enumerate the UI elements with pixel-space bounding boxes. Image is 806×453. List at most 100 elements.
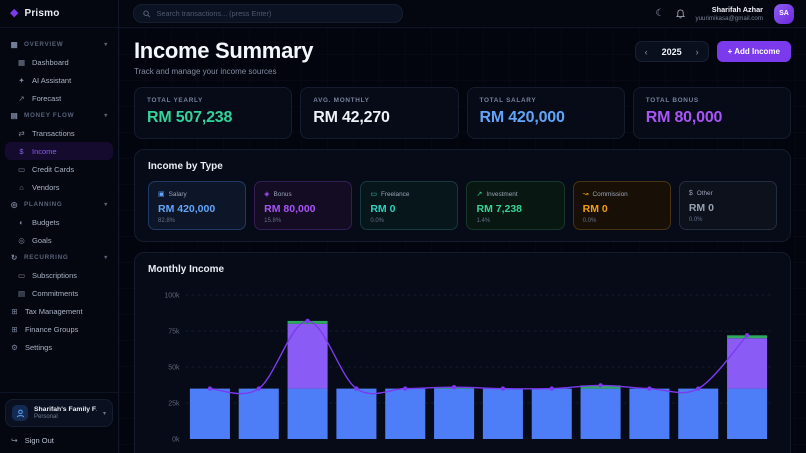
income-type-card-bonus: ◈ Bonus RM 80,000 15.8% <box>254 181 353 230</box>
income-type-head: ↗ Investment <box>476 190 554 199</box>
nav-label: Goals <box>32 235 52 245</box>
stat-card-total-salary: TOTAL SALARY RM 420,000 <box>466 87 625 139</box>
prev-year-button[interactable]: ‹ <box>644 46 648 57</box>
total-point-nov <box>696 386 701 391</box>
sidebar-item-subscriptions[interactable]: ▭ Subscriptions <box>5 266 113 284</box>
income-type-value: RM 0 <box>370 203 396 215</box>
sidebar-section-recurring[interactable]: ↻ RECURRING ▾ <box>5 249 113 266</box>
sidebar-item-forecast[interactable]: ↗ Forecast <box>5 89 113 107</box>
finance-groups-icon: ⊞ <box>11 324 18 334</box>
income-type-head: ▣ Salary <box>158 190 236 199</box>
income-type-percent: 0.0% <box>582 218 597 224</box>
dashboard-icon: ▦ <box>17 57 26 67</box>
search-input[interactable] <box>156 9 393 18</box>
app-logo: ◆ Prismo <box>0 0 118 28</box>
credit-cards-icon: ▭ <box>17 164 26 174</box>
year-pager: ‹ 2025 › <box>634 41 709 62</box>
user-avatar[interactable]: SA <box>774 3 794 24</box>
total-point-jan <box>207 386 213 391</box>
y-axis-tick: 100k <box>164 293 180 300</box>
sidebar-section-planning[interactable]: ◎ PLANNING ▾ <box>5 196 113 213</box>
total-point-oct <box>647 386 652 391</box>
bar-mar-bonus <box>287 323 328 389</box>
nav-label: Forecast <box>32 93 62 103</box>
forecast-icon: ↗ <box>18 93 25 103</box>
stat-label: AVG. MONTHLY <box>313 97 370 104</box>
workspace-type: Personal <box>34 414 58 420</box>
sidebar-item-dashboard[interactable]: ▦ Dashboard <box>5 53 113 71</box>
income-type-value: RM 0 <box>582 203 608 215</box>
stat-card-total-yearly: TOTAL YEARLY RM 507,238 <box>134 87 293 139</box>
income-type-value: RM 420,000 <box>158 203 216 215</box>
add-income-button[interactable]: + Add Income <box>716 41 791 62</box>
stat-card-total-bonus: TOTAL BONUS RM 80,000 <box>632 87 791 139</box>
overview-icon: ▦ <box>10 40 19 49</box>
notifications-bell-icon[interactable] <box>675 8 685 19</box>
sidebar-item-commitments[interactable]: ▤ Commitments <box>5 284 113 302</box>
monthly-income-title: Monthly Income <box>148 264 225 275</box>
stat-value: RM 80,000 <box>645 109 723 126</box>
laptop-icon: ▭ <box>370 191 377 198</box>
bar-jul-salary <box>482 388 523 439</box>
income-type-percent: 82.8% <box>158 218 176 224</box>
sign-out-button[interactable]: ↪ Sign Out <box>5 427 113 445</box>
income-type-label: Salary <box>168 190 187 198</box>
sign-out-icon: ↪ <box>11 436 18 445</box>
nav-label: Finance Groups <box>25 324 79 334</box>
sidebar-item-tax-management[interactable]: ⊞ Tax Management <box>5 302 113 320</box>
total-point-may <box>403 386 408 391</box>
theme-toggle-moon-icon[interactable]: ☾ <box>655 7 665 19</box>
stat-label: TOTAL BONUS <box>645 97 699 104</box>
page-header-text: Income Summary Track and manage your inc… <box>134 38 314 76</box>
income-type-value: RM 80,000 <box>264 203 316 215</box>
sidebar-item-vendors[interactable]: ⌂ Vendors <box>5 178 113 196</box>
bar-jan-salary <box>189 388 230 439</box>
sidebar-section-overview[interactable]: ▦ OVERVIEW ▾ <box>5 36 113 53</box>
workspace-avatar <box>12 405 28 421</box>
briefcase-icon: ▣ <box>158 191 165 198</box>
income-type-head: ▭ Freelance <box>370 190 448 199</box>
stat-value: RM 507,238 <box>147 109 233 126</box>
income-type-percent: 0.0% <box>370 218 385 224</box>
sidebar-item-settings[interactable]: ⚙ Settings <box>5 338 113 356</box>
total-point-aug <box>549 386 554 391</box>
user-meta: Sharifah Azhar yuurimikasa@gmail.com <box>696 5 764 22</box>
sidebar-section-money-flow[interactable]: ▤ MONEY FLOW ▾ <box>5 107 113 124</box>
sidebar-item-budgets[interactable]: ◐ Budgets <box>5 213 113 231</box>
nav-label: Income <box>32 146 57 156</box>
sign-out-label: Sign Out <box>24 436 54 445</box>
subscriptions-icon: ▭ <box>17 270 26 280</box>
income-icon: $ <box>19 146 24 156</box>
income-type-head: ↝ Commission <box>583 190 661 199</box>
nav-label: Transactions <box>32 128 75 138</box>
chevron-down-icon: ▾ <box>104 202 108 208</box>
page-header: Income Summary Track and manage your inc… <box>134 38 791 76</box>
nav-label: RECURRING <box>24 254 69 261</box>
person-icon <box>16 409 24 417</box>
stat-label: TOTAL YEARLY <box>147 97 203 104</box>
sidebar-item-income[interactable]: $ Income <box>5 142 113 160</box>
next-year-button[interactable]: › <box>695 46 699 57</box>
sidebar-item-finance-groups[interactable]: ⊞ Finance Groups <box>5 320 113 338</box>
chevron-down-icon: ▾ <box>102 410 106 417</box>
total-point-apr <box>354 386 359 391</box>
search-bar[interactable] <box>133 4 403 23</box>
total-point-feb <box>256 386 261 391</box>
nav-label: Dashboard <box>32 57 69 67</box>
nav-label: Tax Management <box>25 306 83 316</box>
sidebar-item-transactions[interactable]: ⇄ Transactions <box>5 124 113 142</box>
monthly-income-chart: 0k 25k 50k 75k 100k <box>148 281 777 453</box>
y-axis-tick: 25k <box>168 401 180 408</box>
nav-label: Commitments <box>32 288 79 298</box>
sidebar-item-goals[interactable]: ◎ Goals <box>5 231 113 249</box>
transactions-icon: ⇄ <box>18 128 25 138</box>
income-type-label: Investment <box>486 190 518 198</box>
workspace-switcher[interactable]: Sharifah's Family F… Personal ▾ <box>5 399 113 427</box>
money-flow-icon: ▤ <box>10 111 19 120</box>
sidebar-item-credit-cards[interactable]: ▭ Credit Cards <box>5 160 113 178</box>
page-subtitle: Track and manage your income sources <box>134 67 277 76</box>
sidebar-item-ai-assistant[interactable]: ✦ AI Assistant <box>5 71 113 89</box>
gift-icon: ◈ <box>264 191 270 198</box>
income-by-type-panel: Income by Type ▣ Salary RM 420,000 82.8% ◈ Bo… <box>134 149 791 242</box>
